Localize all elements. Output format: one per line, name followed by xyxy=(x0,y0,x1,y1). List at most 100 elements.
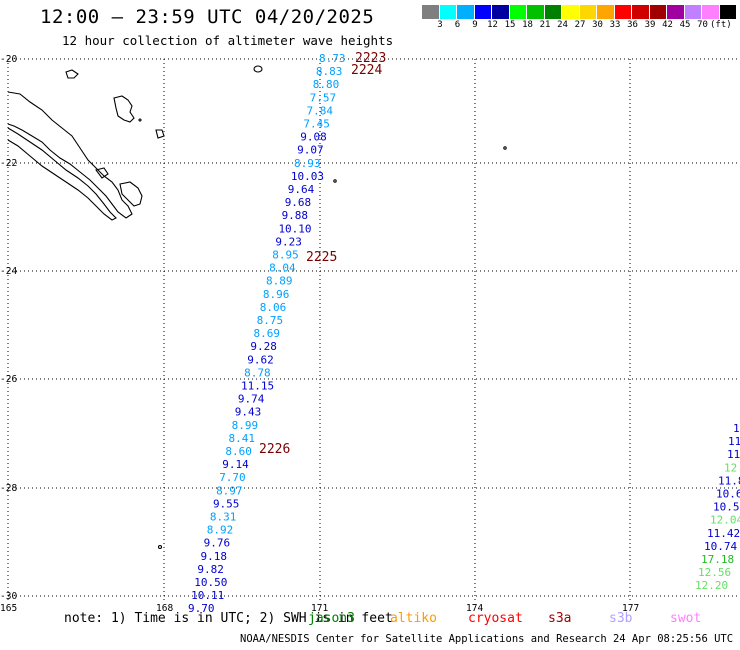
island-outline xyxy=(503,146,507,150)
wave-height-value: 8.97 xyxy=(216,484,243,497)
wave-height-value: 9.76 xyxy=(204,537,231,550)
colorbar-swatch xyxy=(632,5,650,19)
colorbar-label: 45 xyxy=(679,20,691,30)
coastline xyxy=(7,65,507,550)
footer-credit: NOAA/NESDIS Center for Satellite Applica… xyxy=(240,633,740,645)
longitude-label: 174 xyxy=(466,603,483,614)
mission-legend-item: swot xyxy=(670,611,702,626)
wave-height-value: 7.70 xyxy=(219,471,246,484)
wave-height-value: 7.57 xyxy=(310,91,337,104)
wave-height-value: 9.70 xyxy=(188,602,215,615)
wave-height-value: 8.93 xyxy=(294,157,321,170)
wave-height-value: 11 xyxy=(727,448,740,461)
island-outline xyxy=(253,65,263,73)
wave-height-value: 8.75 xyxy=(257,314,284,327)
colorbar-label: 36 xyxy=(627,20,638,30)
colorbar-label: 27 xyxy=(574,20,586,30)
wave-height-value: 8.73 xyxy=(319,52,346,65)
wave-height-value: 10.10 xyxy=(278,222,311,235)
wave-height-value: 8.92 xyxy=(207,524,234,537)
wave-height-value: 11.8 xyxy=(718,474,740,487)
colorbar-label: 15 xyxy=(504,20,516,30)
colorbar-label: 42 xyxy=(662,20,673,30)
wave-height-value: 7.45 xyxy=(303,118,330,131)
wave-height-value: 9.07 xyxy=(297,144,324,157)
wave-height-value: 10.50 xyxy=(194,576,227,589)
wave-height-value: 9.62 xyxy=(247,353,274,366)
colorbar-label: 30 xyxy=(592,20,603,30)
wave-height-value: 9.23 xyxy=(275,235,302,248)
wave-height-value: 10.11 xyxy=(191,589,224,602)
wave-height-value: 8.83 xyxy=(316,65,343,78)
wave-height-value: 9.14 xyxy=(222,458,249,471)
island-outline xyxy=(138,118,142,122)
wave-height-value: 8.89 xyxy=(266,275,293,288)
longitude-labels: 165 168 171 174 177 xyxy=(0,603,639,614)
wave-height-value: 9.55 xyxy=(213,497,240,510)
colorbar-label: 33 xyxy=(609,20,621,30)
island-outline xyxy=(157,544,163,550)
wave-height-value: 7.84 xyxy=(307,104,334,117)
wave-height-value: 8.69 xyxy=(254,327,281,340)
colorbar-swatch xyxy=(544,5,562,19)
colorbar-label: 9 xyxy=(472,20,478,30)
colorbar-label: 12 xyxy=(487,20,498,30)
colorbar-label: 21 xyxy=(539,20,551,30)
wave-height-colorbar xyxy=(422,5,737,19)
colorbar-swatch xyxy=(579,5,597,19)
colorbar-label: 70 xyxy=(697,20,708,30)
mission-legend-item: cryosat xyxy=(468,611,523,626)
latitude-label: -22 xyxy=(0,158,17,169)
wave-height-value: 8.80 xyxy=(313,78,340,91)
wave-height-value: 8.41 xyxy=(229,432,256,445)
colorbar-label: 3 xyxy=(437,20,443,30)
latitude-label: -30 xyxy=(0,591,17,602)
colorbar-swatch xyxy=(509,5,527,19)
lat-lon-grid xyxy=(7,58,740,600)
wave-height-value: 1 xyxy=(733,422,740,435)
colorbar-swatch xyxy=(492,5,510,19)
pass-number-label: 2224 xyxy=(351,63,382,78)
wave-height-value: 8.04 xyxy=(269,262,296,275)
colorbar-label: 39 xyxy=(644,20,656,30)
mission-legend-item: s3b xyxy=(609,611,633,626)
wave-height-value: 10.50 xyxy=(713,501,740,514)
colorbar-swatch xyxy=(474,5,492,19)
colorbar-swatch xyxy=(422,5,440,19)
wave-height-value: 11.42 xyxy=(707,527,740,540)
wave-height-value: 12.56 xyxy=(698,566,731,579)
longitude-label: 168 xyxy=(156,603,173,614)
wave-height-value: 8.95 xyxy=(272,249,299,262)
wave-height-value: 9.74 xyxy=(238,393,265,406)
mission-legend-item: s3a xyxy=(548,611,572,626)
wave-height-value: 8.31 xyxy=(210,511,237,524)
island-outline xyxy=(155,129,165,139)
island-outline xyxy=(65,69,79,79)
longitude-label: 177 xyxy=(622,603,639,614)
colorbar-swatch xyxy=(719,5,737,19)
pass-number-label: 2226 xyxy=(259,442,290,457)
island-outline xyxy=(113,95,135,123)
colorbar-swatch xyxy=(597,5,615,19)
island-outline xyxy=(95,167,109,179)
wave-height-value: 9.28 xyxy=(250,340,277,353)
colorbar-swatch xyxy=(527,5,545,19)
wave-height-value: 9.88 xyxy=(282,209,309,222)
new-caledonia-outline xyxy=(7,91,133,219)
wave-height-value: 9.18 xyxy=(200,550,227,563)
wave-height-value: 9.43 xyxy=(235,406,261,419)
mission-legend-item: jason3 xyxy=(308,611,355,626)
wave-height-value: 9.82 xyxy=(197,563,224,576)
longitude-label: 165 xyxy=(0,603,17,614)
latitude-labels: -20 -22 -24 -26 -28 -30 xyxy=(0,54,17,602)
wave-height-value: 11 xyxy=(728,435,740,448)
wave-height-value: 9.68 xyxy=(285,196,312,209)
wave-height-value: 8.99 xyxy=(232,419,259,432)
longitude-label: 171 xyxy=(311,603,328,614)
note-text: note: 1) Time is in UTC; 2) SWH is in fe… xyxy=(64,611,393,626)
island-outline xyxy=(119,181,143,207)
colorbar-swatch xyxy=(702,5,720,19)
latitude-label: -24 xyxy=(0,266,17,277)
wave-height-value: 8.78 xyxy=(244,366,271,379)
